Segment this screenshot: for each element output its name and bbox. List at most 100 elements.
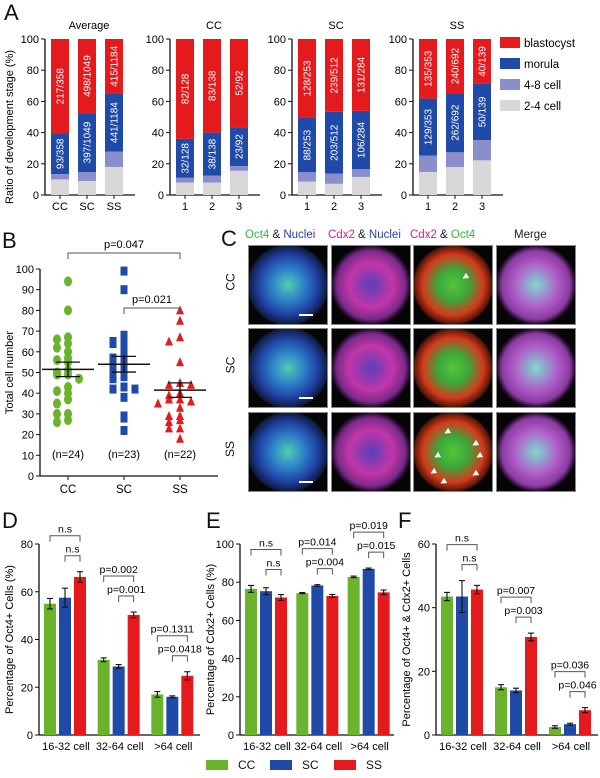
x-tick-label: 3: [236, 201, 242, 213]
y-tick-label: 0: [424, 730, 430, 742]
bar-sc: [166, 696, 179, 735]
arrowhead-icon: [470, 469, 480, 479]
bar-segment-blastocyst: [176, 39, 194, 139]
bar-segment-blastocyst: [298, 39, 316, 118]
bar-cc: [441, 596, 453, 735]
panel-label-d: D: [2, 508, 18, 533]
bar-sc: [362, 568, 375, 735]
bar-sc: [456, 596, 468, 735]
bar-segment-2-4-cell: [298, 181, 316, 195]
panel-label-c: C: [221, 226, 237, 251]
panel-label-f: F: [398, 508, 412, 533]
legend-item-cc: CC: [206, 758, 255, 772]
bar-segment-morula: [203, 132, 221, 176]
data-point-cc: [53, 342, 61, 353]
data-point-ss: [187, 396, 195, 406]
n-label: (n=22): [164, 449, 196, 461]
p-value-label: n.s: [266, 557, 280, 569]
y-tick-label: 20: [274, 159, 286, 171]
y-tick-label: 10: [22, 450, 34, 462]
data-point-sc: [120, 392, 128, 402]
micrograph-ss-col4: [496, 412, 576, 492]
bar-data-label: 415/1184: [110, 45, 121, 86]
x-tick-label: >64 cell: [154, 741, 192, 753]
micrograph-cc-col3: [413, 245, 493, 325]
chart-title: SS: [450, 20, 465, 32]
data-point-ss: [187, 379, 195, 389]
arrowhead-icon: [470, 439, 480, 449]
y-tick-label: 100: [268, 34, 286, 46]
chart-title: CC: [206, 20, 222, 32]
data-point-ss: [176, 315, 184, 325]
p-value-label: n.s: [259, 537, 273, 549]
bar-data-label: 262/692: [451, 104, 462, 141]
bar-segment-blastocyst: [352, 39, 370, 111]
y-tick-label: 40: [152, 128, 164, 140]
y-tick-label: 100: [21, 34, 39, 46]
significance-bracket: [64, 555, 81, 562]
micrograph-cc-col4: [496, 245, 576, 325]
x-tick-label: 2: [209, 201, 215, 213]
y-tick-label: 100: [16, 264, 34, 276]
y-tick-label: 100: [389, 34, 407, 46]
y-tick-label: 30: [22, 409, 34, 421]
column-header-part: Cdx2: [328, 229, 355, 241]
data-point-cc: [64, 305, 72, 316]
bar-data-label: 203/512: [330, 124, 341, 161]
y-tick-label: 100: [216, 539, 234, 551]
y-axis-label: Ratio of development stage (%): [4, 50, 16, 204]
p-value-label: p=0.019: [350, 520, 388, 532]
legend-label: CC: [238, 758, 256, 772]
bar-cc: [97, 659, 110, 735]
legend-swatch: [500, 79, 520, 90]
y-tick-label: 0: [27, 730, 33, 742]
y-axis-label: Total cell number: [4, 331, 16, 414]
bar-segment-morula: [51, 133, 69, 175]
bar-chart-e: 0 20 40 60 80 100 Percentage of Cdx2+ Cells (%…: [205, 520, 395, 753]
bar-segment-2-4-cell: [446, 167, 464, 195]
bar-segment-morula: [176, 138, 194, 178]
arrowhead-icon: [428, 467, 438, 477]
y-tick-label: 40: [27, 128, 39, 140]
bar-segment-4-8-cell: [51, 174, 69, 180]
bar-ss: [377, 592, 390, 735]
x-tick-label: 1: [425, 201, 431, 213]
data-point-cc: [64, 276, 72, 287]
bar-segment-blastocyst: [105, 39, 123, 94]
p-value-label: p=0.003: [504, 605, 542, 617]
bar-ss: [127, 614, 140, 735]
x-tick-label: CC: [60, 484, 77, 496]
data-point-cc: [64, 415, 72, 426]
y-tick-label: 20: [222, 692, 234, 704]
significance-bracket: [316, 568, 333, 575]
bar-segment-2-4-cell: [51, 179, 69, 195]
bar-segment-morula: [230, 127, 248, 167]
y-tick-label: 80: [21, 539, 33, 551]
bar-segment-2-4-cell: [352, 176, 370, 195]
data-point-cc: [53, 408, 61, 419]
bar-segment-blastocyst: [203, 39, 221, 133]
legend-swatch: [334, 760, 356, 770]
data-point-cc: [53, 334, 61, 345]
data-point-cc: [75, 373, 83, 384]
bar-chart-d: 0 20 40 60 80 Percentage of Oct4+ Cells (%) 16…: [4, 524, 202, 753]
y-tick-label: 0: [401, 190, 407, 202]
significance-bracket: [446, 544, 478, 551]
bar-data-label: 135/353: [424, 50, 435, 87]
legend-label: 2-4 cell: [524, 101, 561, 113]
legend-label: SC: [302, 758, 319, 772]
y-tick-label: 0: [280, 190, 286, 202]
y-tick-label: 40: [222, 654, 234, 666]
p-value-label: n.s: [462, 553, 476, 565]
stacked-bar-chart-a-cc: 0 20 40 60 80 100 CC 32/128 82/128 1 38/138 83/138 2…: [146, 20, 260, 213]
y-tick-label: 40: [22, 388, 34, 400]
data-point-ss: [176, 402, 184, 412]
bar-data-label: 38/138: [208, 138, 219, 169]
bar-data-label: 129/353: [424, 109, 435, 146]
bar-segment-morula: [105, 93, 123, 152]
bar-segment-morula: [78, 113, 96, 173]
y-tick-label: 40: [274, 128, 286, 140]
data-point-sc: [109, 384, 117, 394]
p-value-label: p=0.014: [298, 537, 336, 549]
